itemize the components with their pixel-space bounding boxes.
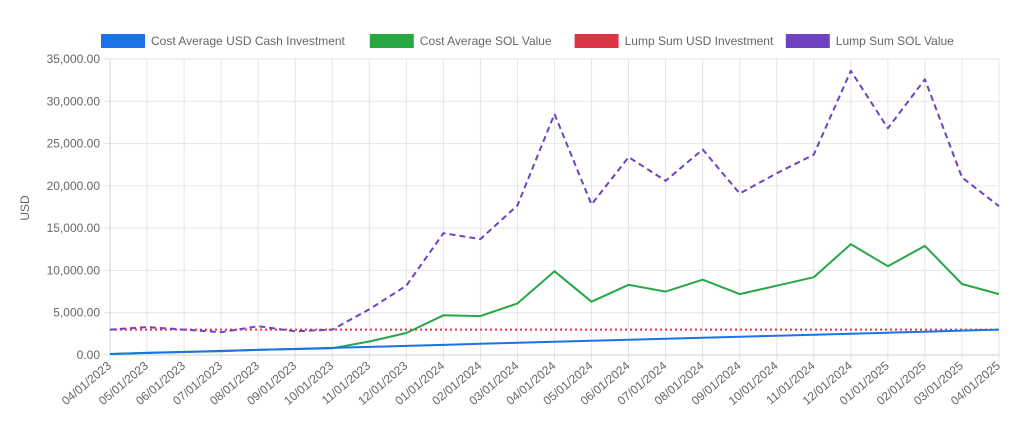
y-tick-label: 5,000.00 (53, 306, 100, 320)
legend-label: Cost Average SOL Value (420, 34, 552, 48)
legend-label: Lump Sum SOL Value (836, 34, 954, 48)
series-lines (109, 69, 1000, 355)
y-tick-label: 25,000.00 (47, 137, 101, 151)
series-line-lump-sum-sol-value (109, 69, 1000, 334)
y-axis-title: USD (18, 195, 32, 221)
axes: 0.00 5,000.00 10,000.00 15,000.00 20,000.00 2… (47, 52, 1004, 408)
legend-item-0[interactable]: Cost Average USD Cash Investment (101, 34, 346, 48)
legend-item-1[interactable]: Cost Average SOL Value (369, 34, 552, 48)
legend-swatch (101, 34, 145, 48)
legend-swatch (574, 34, 619, 48)
legend-label: Lump Sum USD Investment (625, 34, 774, 48)
y-tick-label: 10,000.00 (47, 263, 101, 277)
y-tick-label: 35,000.00 (47, 52, 101, 66)
legend-item-3[interactable]: Lump Sum SOL Value (785, 34, 954, 48)
grid (104, 58, 1000, 361)
y-tick-label: 15,000.00 (47, 221, 101, 235)
legend-swatch (785, 34, 830, 48)
legend-swatch (369, 34, 414, 48)
legend[interactable]: Cost Average USD Cash Investment Cost Ave… (101, 34, 954, 48)
y-tick-label: 20,000.00 (47, 179, 101, 193)
y-tick-label: 30,000.00 (47, 94, 101, 108)
y-tick-label: 0.00 (77, 348, 101, 362)
legend-label: Cost Average USD Cash Investment (151, 34, 346, 48)
legend-item-2[interactable]: Lump Sum USD Investment (574, 34, 774, 48)
series-line-cost-average-usd-cash-investment (109, 328, 1000, 355)
